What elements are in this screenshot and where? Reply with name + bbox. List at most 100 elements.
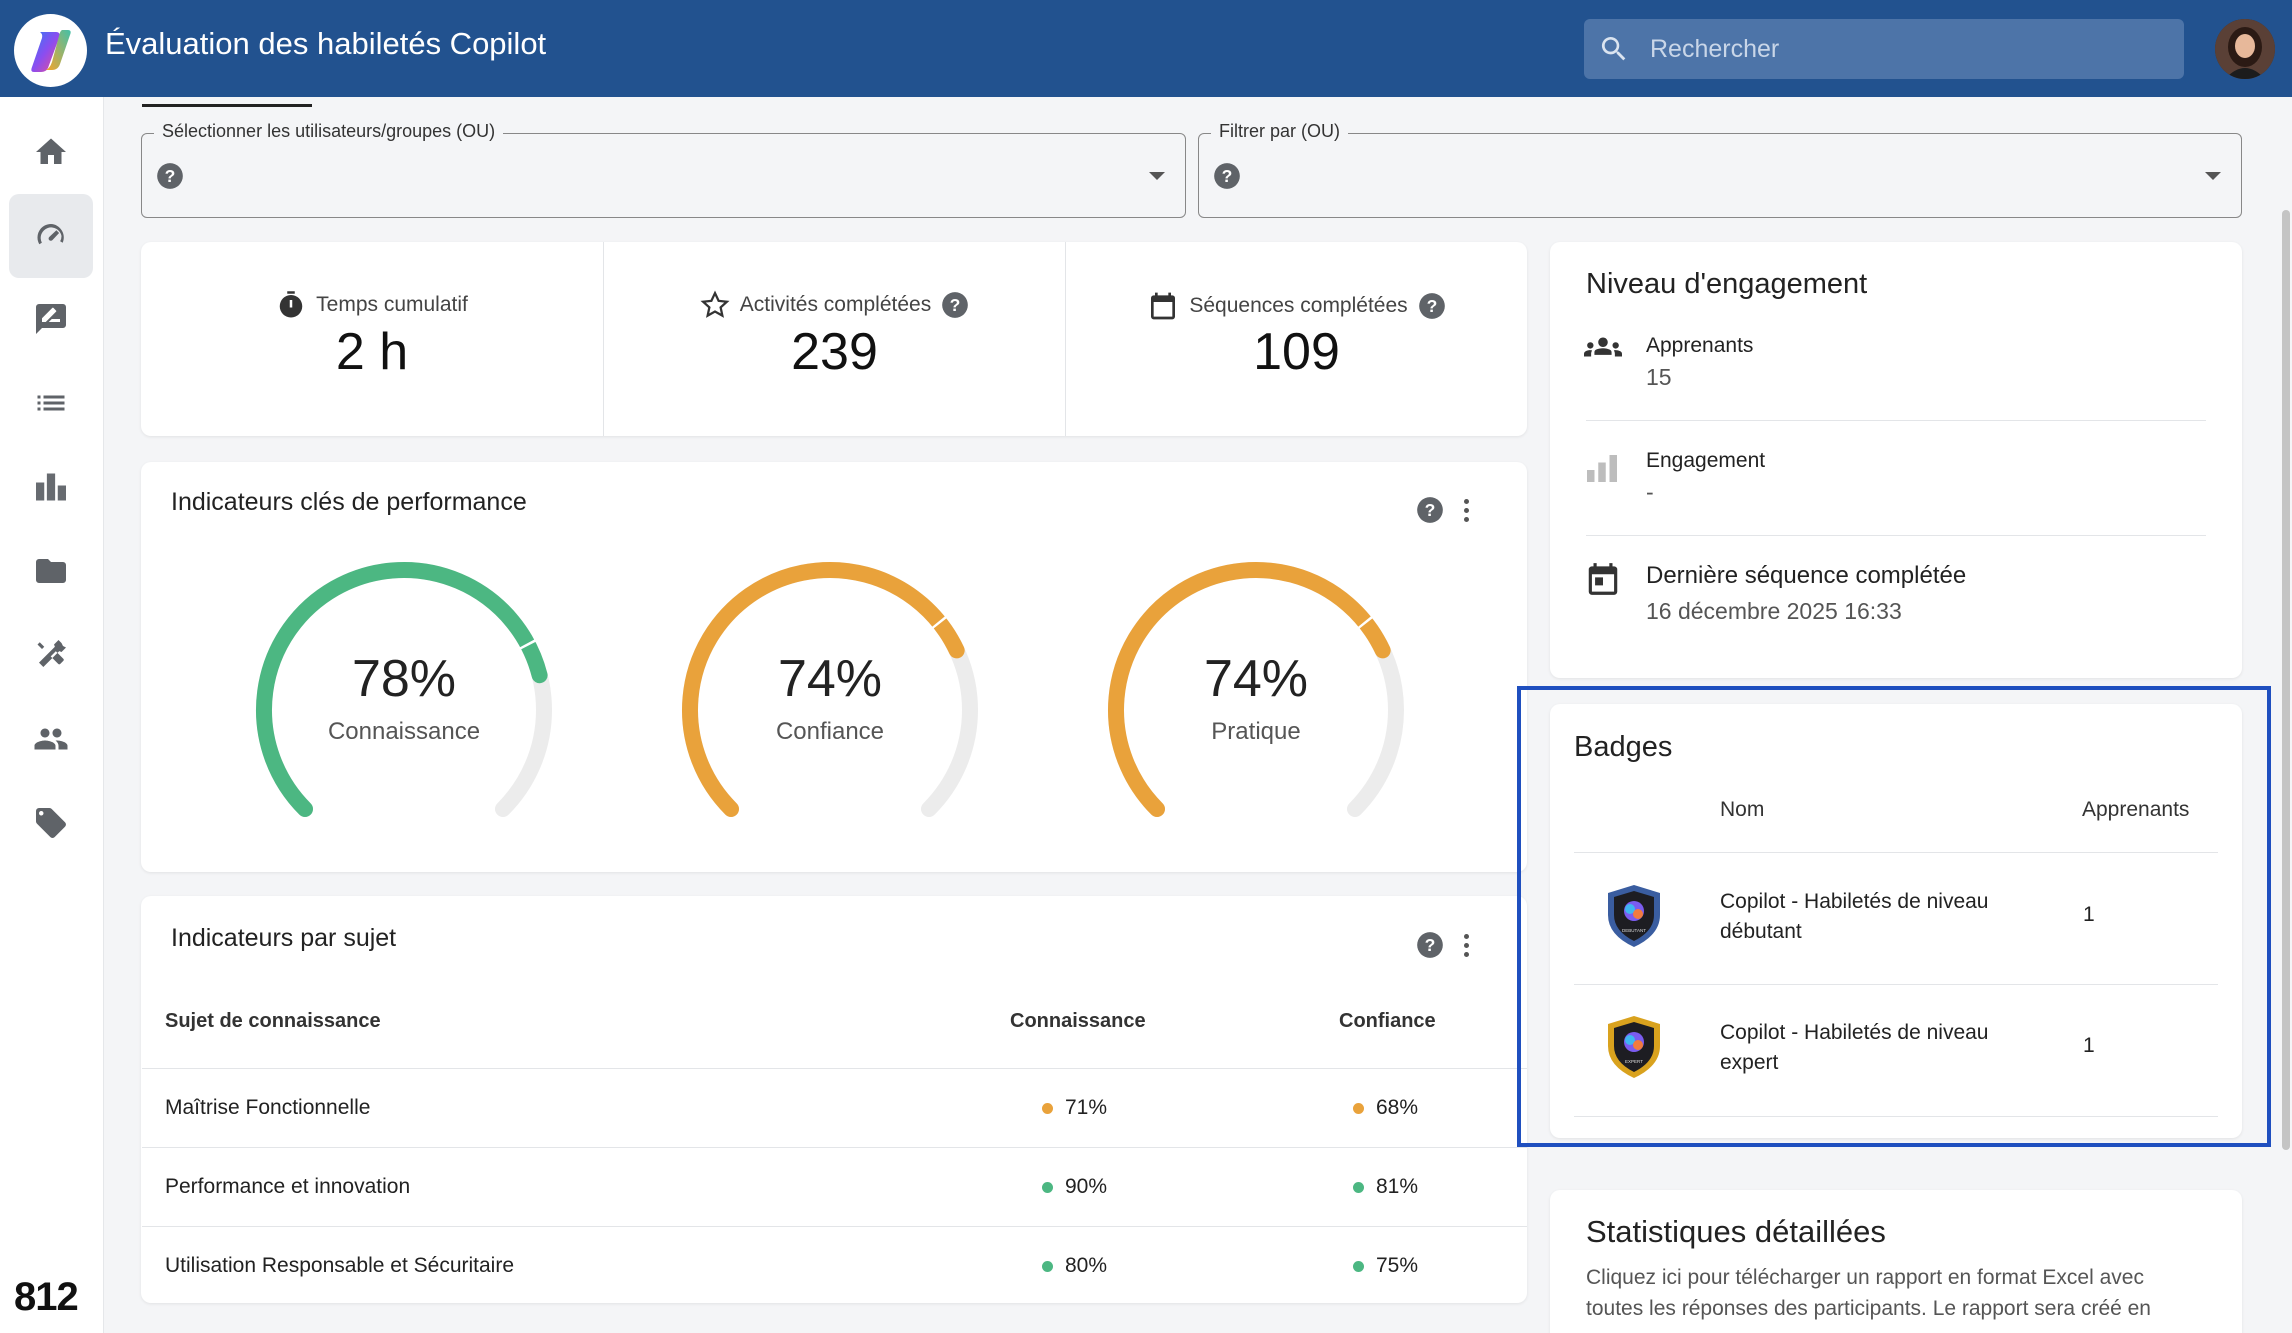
topic-subject: Maîtrise Fonctionnelle: [165, 1096, 371, 1119]
group-icon: [1584, 337, 1622, 357]
chevron-down-icon[interactable]: [2205, 172, 2221, 180]
gauge-percent: 78%: [351, 650, 457, 708]
stat-activities-label: Activités complétées: [739, 293, 932, 316]
app-header: Évaluation des habiletés Copilot: [0, 0, 2292, 97]
table-row[interactable]: Utilisation Responsable et Sécuritaire 80…: [142, 1226, 1527, 1305]
help-icon[interactable]: ?: [1416, 496, 1444, 524]
users-groups-label: Sélectionner les utilisateurs/groupes (O…: [154, 121, 504, 142]
kpi-title: Indicateurs clés de performance: [171, 488, 527, 516]
help-icon[interactable]: ?: [156, 162, 184, 190]
badge-learners-count: 1: [2083, 1034, 2095, 1057]
folder-icon: [36, 559, 66, 583]
help-icon[interactable]: ?: [941, 291, 969, 319]
engagement-label: Engagement: [1646, 449, 1766, 472]
stat-sequences-value: 109: [1253, 323, 1340, 381]
stat-cumulative-time: Temps cumulatif 2 h: [141, 242, 603, 436]
people-icon: [34, 728, 68, 750]
learners-value: 15: [1646, 364, 1672, 390]
divider: [1574, 852, 2218, 853]
rate-review-icon: [36, 304, 66, 334]
svg-text:?: ?: [1222, 166, 1233, 186]
col-subject-header[interactable]: Sujet de connaissance: [165, 1010, 381, 1032]
badge-name: Copilot - Habiletés de niveau expert: [1720, 1021, 1989, 1074]
sidebar-item-people[interactable]: [9, 697, 93, 781]
gauge-confiance: 74% Confiance: [670, 545, 990, 825]
divider: [1586, 535, 2206, 536]
tag-icon: [36, 808, 66, 838]
more-options-icon[interactable]: [1464, 933, 1469, 957]
filter-by-select[interactable]: Filtrer par (OU) ?: [1198, 121, 2242, 218]
timer-icon: [279, 291, 303, 318]
signal-bars-icon: [1587, 455, 1617, 482]
search-input[interactable]: [1650, 29, 2160, 69]
badge-learners-count: 1: [2083, 903, 2095, 926]
table-row[interactable]: Performance et innovation 90% 81%: [142, 1147, 1527, 1226]
summary-stats-card: Temps cumulatif 2 h Activités complétées…: [141, 242, 1527, 436]
sidebar-item-tag[interactable]: [9, 781, 93, 865]
gauge-fill: [256, 561, 548, 817]
chevron-down-icon[interactable]: [1149, 172, 1165, 180]
calendar-event-icon: [1588, 563, 1618, 595]
sidebar-item-dashboard[interactable]: [9, 194, 93, 278]
more-options-icon[interactable]: [1464, 498, 1469, 522]
status-dot: [1353, 1102, 1364, 1114]
topics-tools: ?: [1416, 931, 1469, 959]
divider: [1586, 420, 2206, 421]
stat-time-value: 2 h: [335, 323, 409, 381]
gauge-tick: [1357, 615, 1374, 630]
home-icon: [36, 138, 66, 164]
sidebar-item-home[interactable]: [9, 110, 93, 194]
topic-knowledge: 71%: [1042, 1096, 1107, 1120]
gauge-tick: [519, 639, 537, 650]
detailed-stats-description[interactable]: Cliquez ici pour télécharger un rapport …: [1586, 1266, 2151, 1320]
col-knowledge-header[interactable]: Connaissance: [1010, 1010, 1146, 1032]
users-groups-select[interactable]: Sélectionner les utilisateurs/groupes (O…: [141, 121, 1186, 218]
filter-by-label: Filtrer par (OU): [1211, 121, 1348, 142]
kpi-card: [141, 462, 1527, 872]
user-avatar[interactable]: [2215, 19, 2275, 79]
gauge-connaissance: 78% Connaissance: [244, 545, 564, 825]
brand-812-logo: 812: [14, 1275, 79, 1319]
list-icon: [37, 395, 65, 411]
last-sequence-value: 16 décembre 2025 16:33: [1646, 598, 1902, 624]
sidebar-item-tools[interactable]: [9, 613, 93, 697]
topic-knowledge: 90%: [1042, 1175, 1107, 1199]
badges-title: Badges: [1574, 731, 1673, 763]
stat-sequences-label: Séquences complétées: [1189, 294, 1408, 317]
badges-highlight-frame: [1517, 686, 2271, 1147]
gauge-percent: 74%: [777, 650, 883, 708]
dashboard-icon: [37, 224, 64, 245]
scrollbar-thumb[interactable]: [2282, 210, 2290, 1150]
gauge-label: Pratique: [1211, 718, 1301, 745]
divider: [1574, 984, 2218, 985]
sidebar-item-leaderboard[interactable]: [9, 445, 93, 529]
sidebar-item-folder[interactable]: [9, 529, 93, 613]
help-icon[interactable]: ?: [1213, 162, 1241, 190]
badge-name: Copilot - Habiletés de niveau débutant: [1720, 890, 1989, 943]
gauge-percent: 74%: [1203, 650, 1309, 708]
sidebar-item-rate-review[interactable]: [9, 277, 93, 361]
svg-text:?: ?: [165, 166, 176, 186]
help-icon[interactable]: ?: [1416, 931, 1444, 959]
sidebar-item-list[interactable]: [9, 361, 93, 445]
table-row[interactable]: Maîtrise Fonctionnelle 71% 68%: [142, 1068, 1527, 1147]
status-dot: [1042, 1102, 1053, 1114]
gauge-fill: [1108, 562, 1391, 817]
badge-col-learners: Apprenants: [2082, 798, 2190, 821]
sidebar-nav: [0, 97, 104, 1333]
engagement-value: -: [1646, 479, 1654, 505]
col-confidence-header[interactable]: Confiance: [1339, 1010, 1436, 1032]
topic-subject: Utilisation Responsable et Sécuritaire: [165, 1254, 515, 1277]
copilot-logo-icon[interactable]: [14, 14, 87, 87]
badge-col-name: Nom: [1720, 798, 1765, 821]
calendar-icon: [1151, 292, 1176, 320]
svg-text:?: ?: [1426, 296, 1437, 316]
help-icon[interactable]: ?: [1418, 292, 1446, 320]
search-bar[interactable]: [1584, 19, 2184, 79]
gauge-pratique: 74% Pratique: [1096, 545, 1416, 825]
svg-text:?: ?: [1425, 935, 1436, 955]
status-dot: [1042, 1181, 1053, 1193]
detailed-stats-title: Statistiques détaillées: [1586, 1214, 1886, 1249]
divider: [1574, 1116, 2218, 1117]
svg-text:EXPERT: EXPERT: [1625, 1059, 1643, 1064]
